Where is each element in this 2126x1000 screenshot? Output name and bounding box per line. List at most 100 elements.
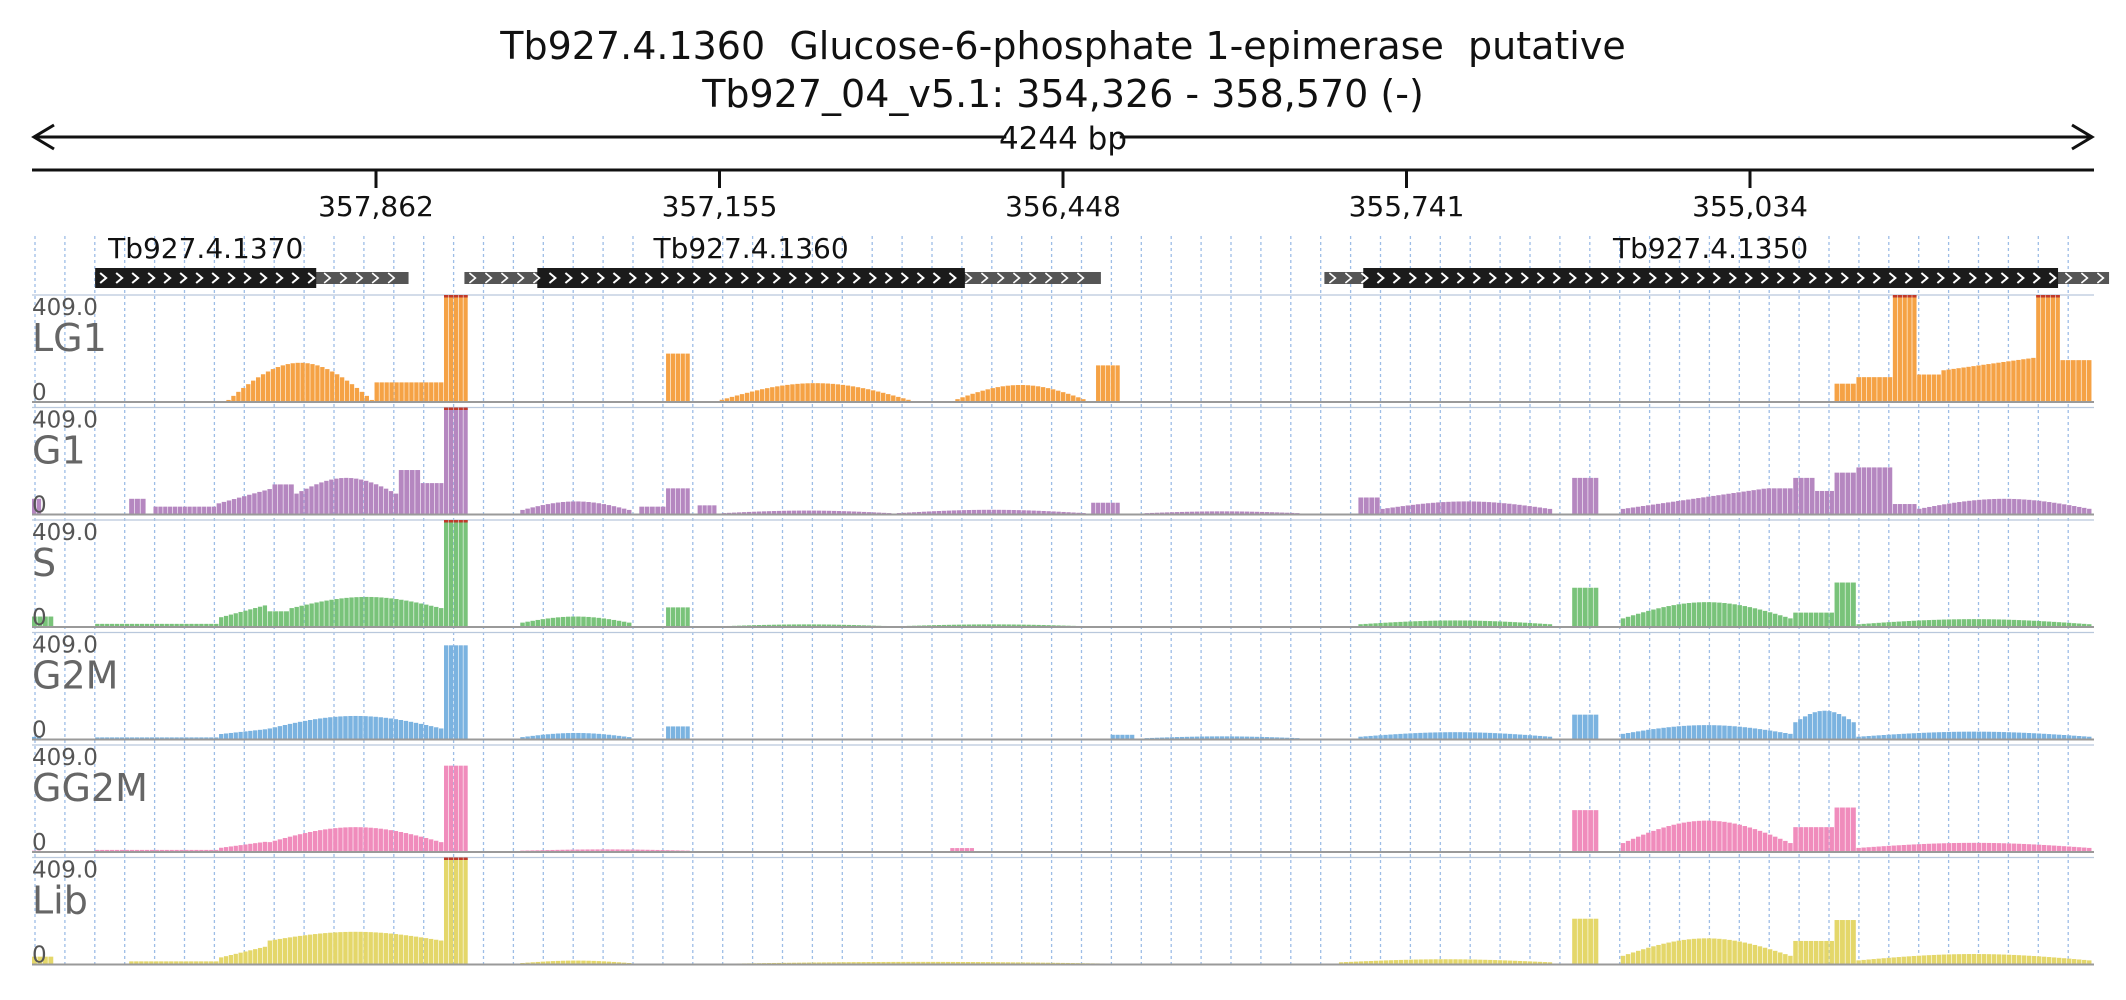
coverage-bar <box>675 353 681 402</box>
coverage-bar <box>2051 957 2057 965</box>
coverage-bar <box>149 623 155 627</box>
coverage-bar <box>134 961 139 965</box>
coverage-bar <box>555 617 561 627</box>
coverage-bar <box>184 623 189 627</box>
coverage-bar <box>1793 477 1799 515</box>
coverage-bar <box>1430 502 1436 515</box>
clip-marker <box>2050 295 2056 298</box>
strand-arrow <box>1504 272 1513 284</box>
coverage-bar <box>219 847 224 852</box>
track-max-label: 409.0 <box>32 295 98 321</box>
strand-arrow <box>1888 272 1897 284</box>
coverage-bar <box>1917 374 1922 402</box>
coverage-bar <box>2046 621 2052 627</box>
coverage-bar <box>302 935 308 965</box>
coverage-bar <box>1234 511 1240 515</box>
span-arrowhead-left <box>31 123 55 151</box>
coverage-bar <box>1691 725 1697 740</box>
coverage-bar <box>2021 843 2027 852</box>
coverage-bar <box>1961 731 1967 740</box>
strand-arrow <box>1808 272 1817 284</box>
coverage-bar <box>606 961 612 965</box>
coverage-bar <box>1666 502 1671 515</box>
coverage-bar <box>1423 732 1428 740</box>
strand-arrow <box>708 272 717 284</box>
coverage-bar <box>816 962 821 965</box>
coverage-bar <box>964 848 970 852</box>
coverage-bar <box>2071 360 2076 402</box>
coverage-bar <box>1981 731 1987 740</box>
coverage-bar <box>414 602 419 627</box>
coverage-bar <box>1767 949 1773 965</box>
coverage-bar <box>680 353 685 402</box>
clip-marker <box>453 407 458 410</box>
clip-marker <box>2055 295 2060 298</box>
coverage-bar <box>434 382 439 402</box>
coverage-bar <box>1363 623 1368 627</box>
coverage-bar <box>776 510 782 515</box>
coverage-bar <box>771 624 777 627</box>
coverage-bar <box>896 961 901 965</box>
coverage-bar <box>801 510 807 515</box>
clip-marker <box>453 520 458 523</box>
coverage-bar <box>1986 364 1991 402</box>
coverage-bar <box>238 731 243 740</box>
strand-arrow <box>548 272 557 284</box>
coverage-bar <box>851 511 857 515</box>
coverage-bar <box>428 839 434 852</box>
coverage-bar <box>169 623 174 627</box>
coverage-bar <box>931 511 937 515</box>
strand-arrow <box>852 272 861 284</box>
strand-arrow <box>1076 272 1085 284</box>
coverage-bar <box>1951 731 1957 740</box>
coverage-bar <box>1886 622 1891 627</box>
coverage-bar <box>581 501 586 515</box>
coverage-bar <box>1783 616 1788 627</box>
coverage-bar <box>179 737 184 740</box>
coverage-bar <box>1502 503 1507 515</box>
coverage-bar <box>1721 494 1726 515</box>
clip-marker <box>463 295 468 298</box>
coverage-bar <box>601 618 607 627</box>
coverage-bar <box>576 501 581 515</box>
coverage-bar <box>1861 623 1866 627</box>
coverage-bar <box>1625 840 1631 852</box>
coverage-bar <box>1456 501 1461 515</box>
strand-arrow <box>211 272 220 284</box>
coverage-bar <box>238 845 243 852</box>
coverage-bar <box>615 849 620 852</box>
coverage-bar <box>2057 503 2062 515</box>
coverage-bar <box>1229 736 1235 740</box>
coverage-bar <box>277 726 283 740</box>
coverage-bar <box>785 384 790 402</box>
coverage-bar <box>1264 512 1270 515</box>
strand-arrow <box>692 272 701 284</box>
coverage-bar <box>1762 729 1768 740</box>
coverage-bar <box>2066 846 2072 852</box>
track-min-label: 0 <box>32 718 47 744</box>
coverage-bar <box>1793 612 1798 627</box>
coverage-bar <box>861 511 867 515</box>
coverage-bar <box>1244 736 1250 740</box>
coverage-bar <box>1105 365 1111 402</box>
coverage-bar <box>2001 362 2006 402</box>
coverage-bar <box>644 506 650 515</box>
coverage-bar <box>363 827 368 852</box>
coverage-bar <box>272 484 278 515</box>
strand-arrow <box>1632 272 1641 284</box>
coverage-bar <box>434 606 439 627</box>
coverage-bar <box>253 608 258 627</box>
coverage-bar <box>2061 735 2067 740</box>
coverage-bar <box>1996 362 2001 402</box>
coverage-bar <box>606 734 612 740</box>
coverage-bar <box>169 849 174 852</box>
coverage-bar <box>105 849 110 852</box>
coverage-bar <box>555 502 561 515</box>
coverage-bar <box>368 827 373 852</box>
coverage-bar <box>1661 943 1666 965</box>
coverage-bar <box>841 624 847 627</box>
coverage-bar <box>1896 957 1901 965</box>
coverage-bar <box>1395 506 1400 515</box>
coverage-bar <box>941 624 947 627</box>
